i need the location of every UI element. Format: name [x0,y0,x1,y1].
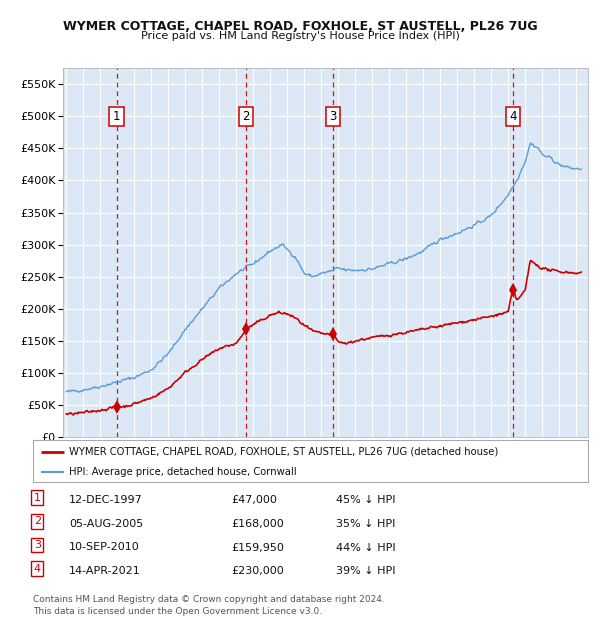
Text: 1: 1 [34,493,41,503]
Text: 35% ↓ HPI: 35% ↓ HPI [336,519,395,529]
Text: Contains HM Land Registry data © Crown copyright and database right 2024.
This d: Contains HM Land Registry data © Crown c… [33,595,385,616]
Text: £159,950: £159,950 [231,542,284,552]
Text: 05-AUG-2005: 05-AUG-2005 [69,519,143,529]
Text: 12-DEC-1997: 12-DEC-1997 [69,495,143,505]
Text: 4: 4 [509,110,517,123]
Text: 44% ↓ HPI: 44% ↓ HPI [336,542,395,552]
Text: 3: 3 [329,110,337,123]
Text: 3: 3 [34,540,41,550]
Text: WYMER COTTAGE, CHAPEL ROAD, FOXHOLE, ST AUSTELL, PL26 7UG: WYMER COTTAGE, CHAPEL ROAD, FOXHOLE, ST … [62,20,538,33]
Text: £47,000: £47,000 [231,495,277,505]
Text: 45% ↓ HPI: 45% ↓ HPI [336,495,395,505]
Text: WYMER COTTAGE, CHAPEL ROAD, FOXHOLE, ST AUSTELL, PL26 7UG (detached house): WYMER COTTAGE, CHAPEL ROAD, FOXHOLE, ST … [69,446,499,456]
Text: 4: 4 [34,564,41,574]
Text: 10-SEP-2010: 10-SEP-2010 [69,542,140,552]
Text: 1: 1 [113,110,120,123]
Text: £168,000: £168,000 [231,519,284,529]
Text: Price paid vs. HM Land Registry's House Price Index (HPI): Price paid vs. HM Land Registry's House … [140,31,460,41]
Text: £230,000: £230,000 [231,566,284,576]
Text: 2: 2 [242,110,250,123]
Text: HPI: Average price, detached house, Cornwall: HPI: Average price, detached house, Corn… [69,467,296,477]
Text: 14-APR-2021: 14-APR-2021 [69,566,141,576]
Text: 39% ↓ HPI: 39% ↓ HPI [336,566,395,576]
Text: 2: 2 [34,516,41,526]
